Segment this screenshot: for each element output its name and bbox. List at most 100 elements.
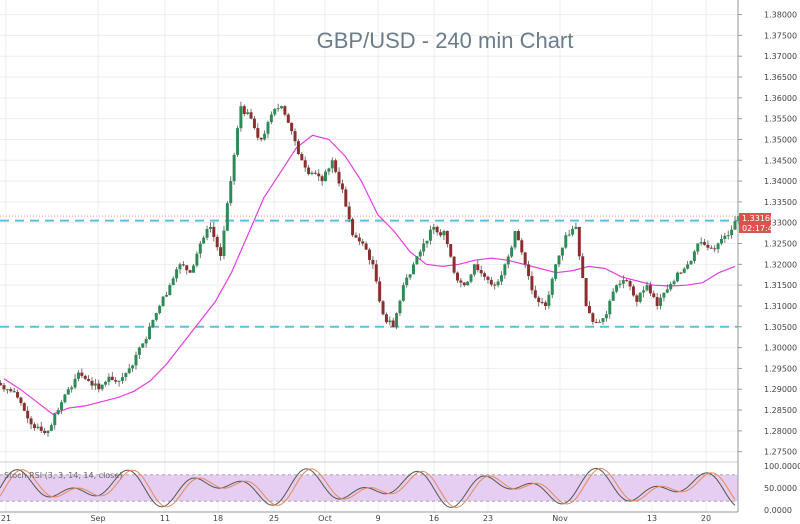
candle-body — [80, 372, 84, 376]
candle-body — [185, 265, 189, 271]
moving-average-line — [3, 134, 736, 415]
candle-body — [344, 189, 348, 207]
candle-body — [239, 106, 243, 129]
candle-body — [97, 383, 101, 390]
candle-body — [310, 172, 314, 175]
candle-body — [43, 430, 47, 434]
time-tick-1: Sep — [90, 514, 105, 523]
time-tick-5: Oct — [318, 514, 332, 523]
candle-body — [665, 289, 669, 293]
candle-body — [320, 176, 324, 182]
rsi-axis: 100.0000 50.0000 0.0000 — [764, 462, 800, 515]
candle-body — [432, 226, 436, 230]
candle-body — [300, 154, 304, 161]
candle-body — [0, 382, 3, 386]
candle-body — [587, 305, 591, 314]
candle-body — [154, 313, 158, 320]
candle-body — [675, 272, 679, 282]
price-tick-3: 1.36500 — [764, 73, 797, 82]
candle-body — [689, 260, 693, 265]
candle-body — [347, 206, 351, 220]
candle-body — [246, 112, 250, 115]
candle-body — [401, 285, 405, 301]
candle-body — [662, 292, 666, 298]
candle-body — [516, 231, 520, 241]
price-tick-4: 1.36000 — [764, 94, 797, 103]
price-tick-8: 1.34000 — [764, 177, 797, 186]
candle-body — [384, 314, 388, 323]
candle-body — [371, 259, 375, 265]
candle-body — [527, 264, 531, 277]
candle-body — [513, 231, 517, 248]
candle-body — [648, 285, 652, 294]
candle-body — [554, 264, 558, 279]
price-tick-1: 1.37500 — [764, 31, 797, 40]
candle-body — [293, 131, 297, 142]
candle-body — [615, 285, 619, 292]
candle-body — [449, 244, 453, 257]
candle-body — [567, 234, 571, 236]
price-tick-2: 1.37000 — [764, 52, 797, 61]
candle-body — [340, 183, 344, 190]
candle-body — [499, 275, 503, 282]
candle-body — [682, 268, 686, 273]
candle-body — [425, 240, 429, 244]
rsi-tick-1: 50.0000 — [764, 484, 797, 493]
candle-body — [354, 235, 358, 238]
candle-body — [635, 295, 639, 302]
candle-body — [655, 297, 659, 306]
candle-body — [506, 256, 510, 265]
candle-body — [418, 251, 422, 257]
candle-body — [296, 141, 300, 155]
candle-body — [645, 285, 649, 291]
candle-body — [415, 256, 419, 265]
candle-body — [686, 264, 690, 269]
candle-body — [2, 385, 6, 390]
price-tick-10: 1.33000 — [764, 219, 797, 228]
candle-body — [286, 114, 290, 123]
candle-body — [361, 241, 365, 244]
candle-body — [398, 300, 402, 314]
candle-body — [171, 278, 175, 286]
candle-body — [479, 270, 483, 274]
candle-body — [679, 272, 683, 274]
candle-body — [726, 235, 730, 237]
candle-body — [137, 347, 141, 355]
candle-body — [324, 171, 327, 182]
candle-body — [543, 302, 547, 306]
candle-body — [134, 354, 138, 366]
candle-body — [652, 293, 656, 298]
candle-body — [351, 219, 355, 236]
candle-body — [459, 280, 463, 283]
candle-body — [131, 365, 135, 369]
candle-body — [696, 243, 700, 252]
candle-body — [564, 235, 568, 248]
candle-body — [66, 389, 70, 395]
candle-body — [547, 294, 551, 306]
candle-body — [378, 281, 382, 302]
candle-body — [452, 256, 456, 273]
time-tick-2: 11 — [160, 514, 170, 523]
candle-body — [706, 244, 710, 248]
candle-body — [26, 410, 30, 419]
candle-body — [560, 247, 564, 256]
candle-body — [719, 238, 723, 244]
candle-body — [73, 378, 77, 388]
candle-body — [730, 229, 734, 236]
candle-body — [39, 426, 43, 431]
candle-body — [181, 264, 185, 266]
candle-body — [625, 280, 629, 282]
candle-body — [337, 171, 341, 184]
candle-body — [164, 295, 168, 297]
candle-body — [32, 424, 36, 429]
candle-body — [93, 383, 97, 386]
countdown-tag — [739, 223, 771, 233]
candle-body — [723, 235, 727, 239]
candle-body — [503, 264, 507, 276]
last-price-tag — [739, 213, 771, 223]
price-tick-21: 1.27500 — [764, 448, 797, 457]
candle-body — [283, 106, 287, 115]
candle-body — [232, 154, 236, 182]
candle-body — [236, 128, 240, 155]
